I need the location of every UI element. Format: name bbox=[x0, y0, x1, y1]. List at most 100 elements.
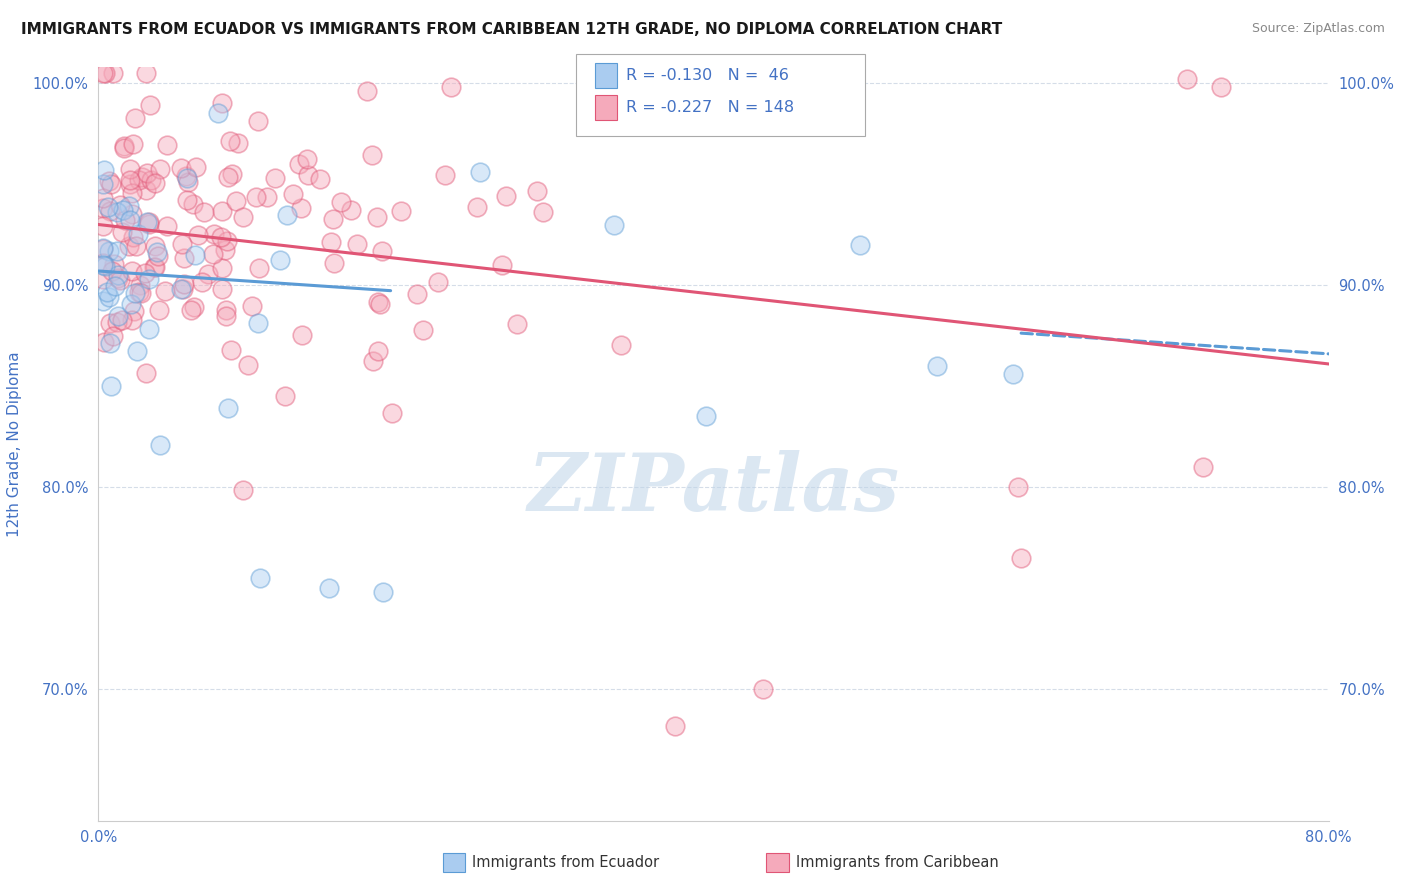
Point bbox=[1010, 550, 1032, 565]
Point bbox=[156, 138, 179, 153]
Point bbox=[176, 194, 198, 208]
Point bbox=[91, 256, 114, 270]
Point bbox=[143, 239, 166, 253]
Point bbox=[297, 168, 319, 182]
Point bbox=[135, 215, 157, 229]
Point bbox=[105, 244, 128, 258]
Point bbox=[531, 204, 554, 219]
Point bbox=[108, 198, 131, 212]
Point bbox=[211, 282, 233, 296]
Point bbox=[134, 183, 156, 197]
Point bbox=[112, 139, 135, 153]
Point bbox=[506, 317, 529, 331]
Point bbox=[91, 191, 114, 205]
Point bbox=[91, 242, 114, 256]
Point bbox=[263, 171, 285, 186]
Text: Immigrants from Caribbean: Immigrants from Caribbean bbox=[796, 855, 998, 870]
Point bbox=[121, 136, 143, 151]
Point bbox=[1175, 72, 1198, 87]
Point bbox=[103, 329, 125, 343]
Point bbox=[118, 213, 141, 227]
Point bbox=[495, 189, 517, 203]
Point bbox=[214, 244, 236, 258]
Point bbox=[138, 98, 160, 112]
Point bbox=[108, 273, 131, 287]
Point bbox=[273, 388, 295, 402]
Point bbox=[128, 278, 150, 293]
Point bbox=[1002, 367, 1025, 381]
Point bbox=[153, 285, 176, 299]
Point bbox=[1209, 80, 1232, 95]
Point bbox=[107, 268, 129, 282]
Point bbox=[217, 401, 239, 416]
Point bbox=[526, 184, 548, 198]
Point bbox=[121, 264, 143, 278]
Point bbox=[1191, 460, 1213, 475]
Point bbox=[925, 359, 948, 373]
Point bbox=[121, 186, 143, 200]
Point bbox=[135, 66, 157, 80]
Point bbox=[100, 177, 122, 191]
Point bbox=[98, 173, 121, 187]
Point bbox=[170, 282, 193, 296]
Point bbox=[323, 255, 346, 269]
Point bbox=[124, 285, 146, 300]
Point bbox=[202, 246, 225, 260]
Point bbox=[366, 210, 388, 224]
Point bbox=[297, 152, 319, 166]
Point bbox=[180, 303, 202, 318]
Point bbox=[124, 111, 146, 125]
Point bbox=[121, 230, 143, 244]
Point bbox=[207, 106, 229, 120]
Point bbox=[118, 199, 141, 213]
Point bbox=[170, 161, 193, 176]
Point bbox=[256, 190, 278, 204]
Point bbox=[173, 251, 195, 265]
Point bbox=[191, 275, 214, 289]
Point bbox=[427, 276, 450, 290]
Point bbox=[664, 719, 686, 733]
Point bbox=[269, 252, 291, 267]
Point bbox=[321, 235, 343, 249]
Point bbox=[468, 165, 491, 179]
Point bbox=[232, 483, 254, 497]
Point bbox=[381, 406, 404, 420]
Point bbox=[186, 160, 208, 174]
Point bbox=[135, 166, 157, 180]
Point bbox=[91, 241, 114, 255]
Point bbox=[309, 172, 332, 186]
Point bbox=[128, 173, 150, 187]
Point bbox=[107, 270, 129, 285]
Point bbox=[91, 272, 114, 286]
Point bbox=[118, 161, 141, 176]
Point bbox=[465, 200, 488, 214]
Point bbox=[346, 236, 368, 251]
Point bbox=[120, 178, 142, 192]
Point bbox=[848, 237, 870, 252]
Point bbox=[602, 218, 624, 232]
Point bbox=[148, 249, 170, 263]
Point bbox=[187, 227, 209, 242]
Point bbox=[249, 571, 271, 585]
Point bbox=[143, 260, 166, 275]
Point bbox=[112, 141, 135, 155]
Point bbox=[149, 437, 172, 451]
Point bbox=[138, 214, 160, 228]
Point bbox=[111, 202, 134, 217]
Point bbox=[236, 359, 259, 373]
Point bbox=[322, 212, 344, 227]
Point bbox=[170, 237, 193, 252]
Point bbox=[148, 303, 170, 318]
Point bbox=[183, 301, 205, 315]
Point bbox=[146, 244, 169, 259]
Point bbox=[103, 256, 125, 270]
Point bbox=[177, 175, 200, 189]
Text: R = -0.227   N = 148: R = -0.227 N = 148 bbox=[626, 100, 794, 114]
Point bbox=[211, 95, 233, 110]
Point bbox=[135, 367, 157, 381]
Point bbox=[361, 148, 384, 162]
Point bbox=[97, 200, 120, 214]
Text: ZIPatlas: ZIPatlas bbox=[527, 450, 900, 528]
Point bbox=[100, 379, 122, 393]
Point bbox=[247, 261, 270, 276]
